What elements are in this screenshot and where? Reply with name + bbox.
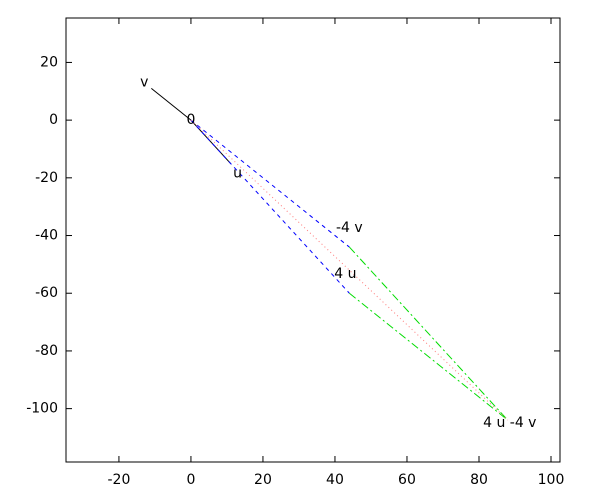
y-tick-label: -40	[35, 228, 58, 244]
point-label: -4 v	[336, 220, 363, 236]
x-tick-label: 20	[254, 472, 272, 488]
plot-frame	[65, 17, 561, 463]
y-tick-label: 20	[40, 54, 58, 70]
point-label: 4 u -4 v	[483, 415, 536, 431]
vector-segment	[190, 119, 350, 248]
y-tick-label: -80	[35, 343, 58, 359]
point-label: 0	[186, 112, 195, 128]
x-tick-label: 80	[470, 472, 488, 488]
vector-segment	[348, 246, 509, 421]
x-tick-label: 0	[186, 472, 195, 488]
vector-segment	[190, 119, 509, 421]
y-tick-label: 0	[49, 112, 58, 128]
y-tick-label: -60	[35, 285, 58, 301]
point-label: u	[233, 165, 242, 181]
point-label: 4 u	[334, 266, 356, 282]
x-tick-label: 100	[538, 472, 565, 488]
x-tick-label: 60	[398, 472, 416, 488]
vector-segment	[190, 119, 350, 294]
x-tick-label: -20	[107, 472, 130, 488]
y-tick-label: -20	[35, 170, 58, 186]
x-tick-label: 40	[326, 472, 344, 488]
y-tick-label: -100	[26, 401, 58, 417]
vector-segment	[349, 292, 509, 421]
point-label: v	[140, 74, 148, 90]
vector-segment	[151, 88, 192, 121]
